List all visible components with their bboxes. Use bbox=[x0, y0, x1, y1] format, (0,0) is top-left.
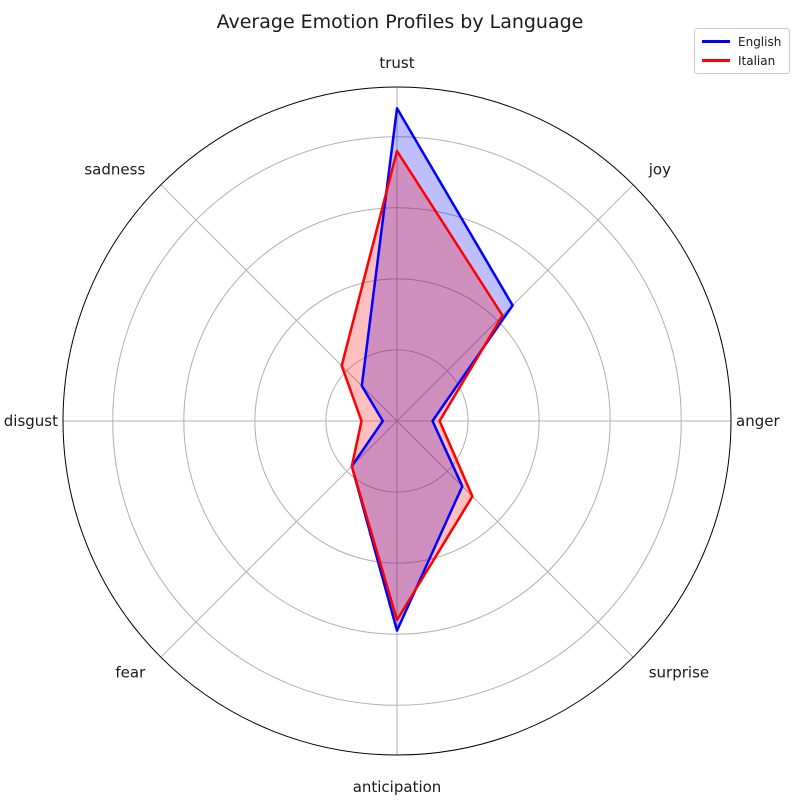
legend-item-english: English bbox=[702, 32, 782, 51]
grid-spoke-surprise bbox=[396, 420, 634, 658]
axis-label-joy: joy bbox=[648, 160, 671, 178]
axis-label-anticipation: anticipation bbox=[353, 778, 442, 796]
grid-spoke-sadness bbox=[160, 184, 398, 422]
axis-label-fear: fear bbox=[115, 664, 146, 682]
axis-labels: anger joy trust sadness disgust fear anticipat… bbox=[4, 54, 781, 796]
legend-swatch-english bbox=[702, 40, 730, 43]
grid-spoke-fear bbox=[160, 420, 398, 658]
chart-title: Average Emotion Profiles by Language bbox=[216, 11, 584, 33]
legend-swatch-italian bbox=[702, 59, 730, 62]
legend-label-english: English bbox=[738, 34, 782, 49]
radar-series bbox=[340, 107, 514, 632]
axis-label-disgust: disgust bbox=[4, 412, 58, 430]
series-line-english bbox=[350, 107, 514, 632]
series-line-italian bbox=[340, 149, 504, 622]
axis-label-anger: anger bbox=[736, 412, 780, 430]
axis-label-sadness: sadness bbox=[84, 160, 145, 178]
axis-label-trust: trust bbox=[379, 54, 414, 72]
radar-frame bbox=[62, 86, 732, 756]
series-area-italian bbox=[341, 151, 503, 620]
radar-grid bbox=[63, 87, 731, 755]
legend: English Italian bbox=[694, 28, 790, 74]
axis-label-surprise: surprise bbox=[649, 664, 709, 682]
legend-item-italian: Italian bbox=[702, 51, 782, 70]
legend-label-italian: Italian bbox=[738, 53, 776, 68]
grid-spoke-joy bbox=[396, 184, 634, 422]
